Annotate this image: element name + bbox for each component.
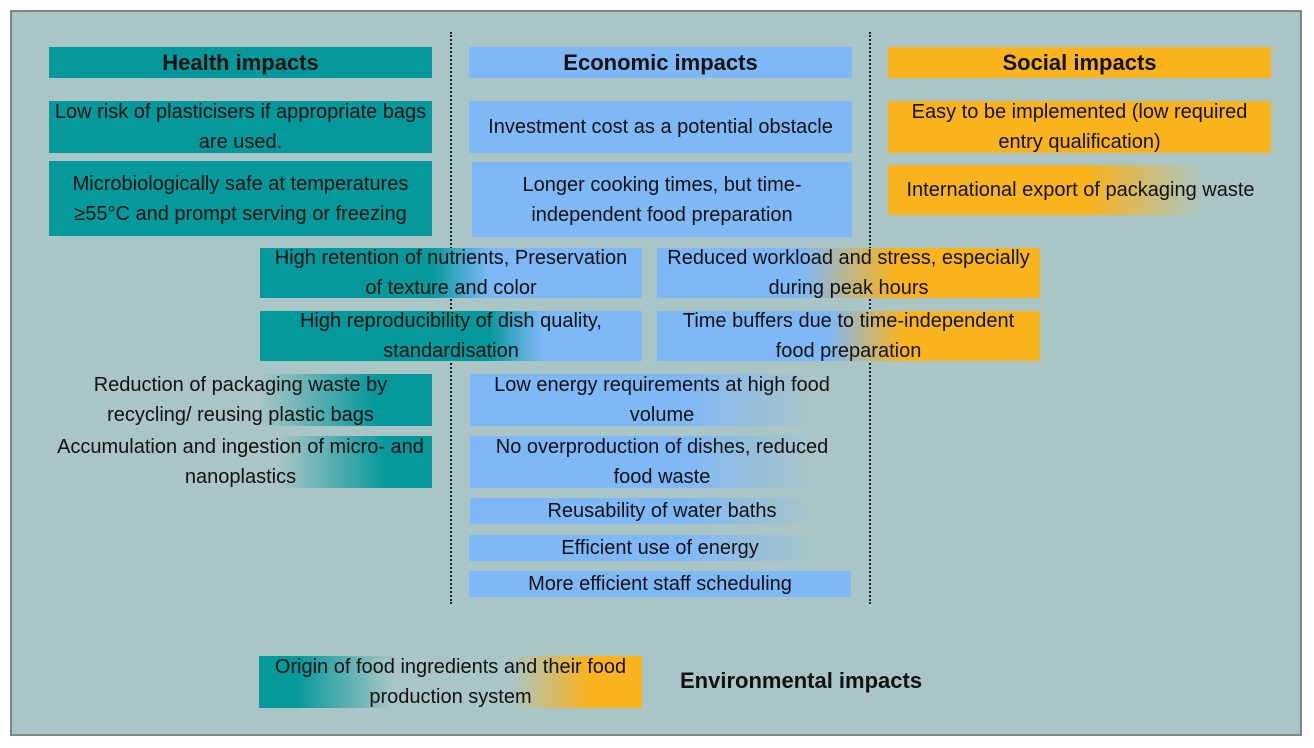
health-item: Microbiologically safe at temperatures ≥… [49, 161, 432, 236]
economic-environmental-item: Low energy requirements at high food vol… [470, 374, 854, 426]
economic-social-item: Time buffers due to time-independent foo… [657, 310, 1040, 362]
economic-social-item: Reduced workload and stress, especially … [657, 247, 1040, 299]
social-impacts-header: Social impacts [888, 47, 1271, 78]
health-economic-item: High reproducibility of dish quality, st… [260, 310, 642, 362]
social-item: Easy to be implemented (low required ent… [888, 101, 1271, 153]
health-economic-item: High retention of nutrients, Preservatio… [260, 247, 642, 299]
social-environmental-item: International export of packaging waste [888, 165, 1273, 215]
economic-environmental-item: Efficient use of energy [469, 535, 851, 561]
all-dimensions-item: Origin of food ingredients and their foo… [259, 656, 642, 708]
economic-item: Longer cooking times, but time-independe… [472, 162, 852, 237]
economic-impacts-header: Economic impacts [469, 47, 852, 78]
health-environmental-item: Reduction of packaging waste by recyclin… [49, 374, 432, 426]
health-impacts-header: Health impacts [49, 47, 432, 78]
economic-environmental-item: More efficient staff scheduling [469, 571, 851, 597]
environmental-impacts-label: Environmental impacts [680, 668, 923, 693]
economic-environmental-item: Reusability of water baths [470, 498, 854, 524]
health-environmental-item: Accumulation and ingestion of micro- and… [49, 436, 432, 488]
health-item: Low risk of plasticisers if appropriate … [49, 101, 432, 153]
economic-item: Investment cost as a potential obstacle [469, 101, 852, 153]
economic-environmental-item: No overproduction of dishes, reduced foo… [470, 436, 854, 488]
